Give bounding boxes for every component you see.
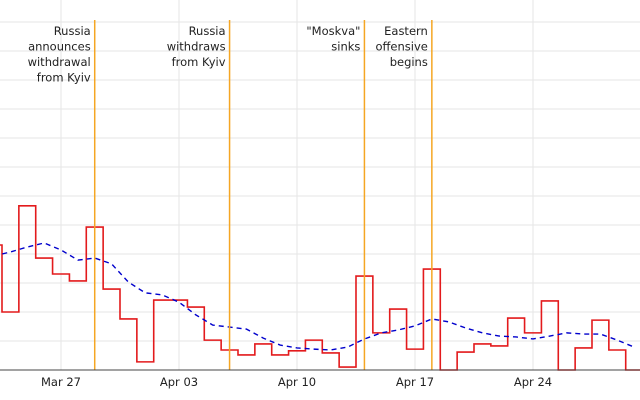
annotation-text: offensive — [375, 40, 427, 54]
annotation-text: from Kyiv — [172, 55, 226, 69]
rolling-mean-line — [0, 242, 635, 351]
x-tick-label: Apr 10 — [278, 375, 316, 389]
annotation-text: Eastern — [384, 24, 428, 38]
x-tick-label: Apr 03 — [160, 375, 198, 389]
annotation-text: announces — [28, 40, 91, 54]
annotation-text: Russia — [189, 24, 226, 38]
annotation-text: Russia — [54, 24, 91, 38]
x-tick-label: Mar 27 — [41, 375, 81, 389]
annotation-text: from Kyiv — [37, 71, 91, 85]
x-tick-label: Apr 17 — [396, 375, 434, 389]
annotation-text: begins — [390, 55, 428, 69]
annotation-text: "Moskva" — [306, 24, 360, 38]
plot-area — [0, 205, 640, 371]
x-tick-label: Apr 24 — [514, 375, 552, 389]
annotation-text: sinks — [331, 40, 360, 54]
annotation-text: withdrawal — [28, 55, 91, 69]
step-line — [0, 205, 640, 371]
annotation-text: withdraws — [167, 40, 226, 54]
